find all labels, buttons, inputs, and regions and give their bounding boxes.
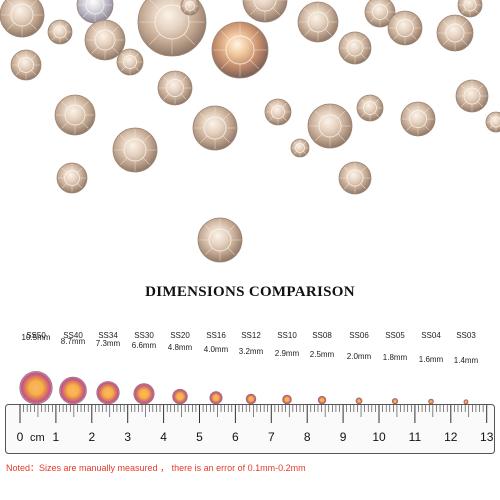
size-mm-ss06: 2.0mm (346, 352, 372, 361)
rhinestone (264, 98, 292, 126)
rhinestone-ss06 (355, 397, 363, 405)
rhinestone (356, 94, 384, 122)
rhinestone (0, 0, 45, 38)
ruler-unit-label: cm (30, 432, 45, 444)
rhinestone (54, 94, 96, 136)
rhinestone (455, 79, 489, 113)
rhinestone (242, 0, 288, 23)
ruler-number-12: 12 (444, 430, 458, 444)
dimensions-comparison-title: DIMENSIONS COMPARISON (145, 284, 355, 300)
size-mm-ss34: 7.3mm (95, 339, 121, 348)
rhinestone (211, 21, 269, 79)
size-mm-ss12: 3.2mm (238, 347, 264, 356)
size-code-ss50: SS50 (26, 331, 46, 340)
rhinestone-ss16 (209, 391, 223, 405)
rhinestone-cluster (0, 0, 500, 263)
size-code-ss40: SS40 (63, 331, 83, 340)
rhinestone (297, 1, 339, 43)
rhinestone-ss20 (172, 388, 188, 405)
rhinestone (197, 217, 243, 263)
ruler-number-2: 2 (88, 430, 95, 444)
size-code-ss04: SS04 (421, 331, 441, 340)
size-code-ss34: SS34 (98, 331, 118, 340)
ruler-number-9: 9 (340, 430, 347, 444)
rhinestone (76, 0, 114, 24)
rhinestone (112, 127, 158, 173)
rhinestone (180, 0, 200, 16)
size-mm-ss05: 1.8mm (382, 353, 408, 362)
size-code-ss05: SS05 (385, 331, 405, 340)
rhinestones-photo (0, 0, 500, 263)
size-mm-ss50: 10.5mm (21, 333, 51, 342)
ruler-number-11: 11 (409, 430, 422, 444)
size-mm-ss10: 2.9mm (274, 349, 300, 358)
rhinestone (290, 138, 310, 158)
rhinestone-size-row (19, 371, 469, 405)
rhinestone (47, 19, 73, 45)
rhinestone (192, 105, 238, 151)
rhinestone (364, 0, 396, 28)
ruler-number-4: 4 (160, 430, 167, 444)
measurement-note: Noted：Sizes are manually measured ， ther… (6, 463, 306, 473)
size-code-ss30: SS30 (134, 331, 154, 340)
size-mm-ss30: 6.6mm (131, 341, 157, 350)
size-code-ss10: SS10 (277, 331, 297, 340)
size-code-ss20: SS20 (170, 331, 190, 340)
ruler-number-8: 8 (304, 430, 311, 444)
rhinestone-ss34 (96, 381, 120, 405)
rhinestone (10, 49, 42, 81)
size-mm-ss03: 1.4mm (453, 356, 479, 365)
rhinestone (116, 48, 144, 76)
size-code-ss12: SS12 (241, 331, 261, 340)
rhinestone (457, 0, 483, 18)
ruler-number-5: 5 (196, 430, 203, 444)
size-code-ss16: SS16 (206, 331, 226, 340)
rhinestone (436, 14, 474, 52)
rhinestone (338, 161, 372, 195)
rhinestone-ss50 (19, 371, 53, 405)
rhinestone (387, 10, 423, 46)
rhinestone-ss12 (245, 393, 257, 405)
rhinestone (400, 101, 436, 137)
ruler-number-3: 3 (124, 430, 131, 444)
size-code-ss06: SS06 (349, 331, 369, 340)
ruler-number-7: 7 (268, 430, 275, 444)
rhinestone-ss04 (428, 398, 434, 405)
rhinestone (338, 31, 372, 65)
ruler-number-0: 0 (17, 430, 24, 444)
rhinestone (485, 111, 500, 133)
rhinestone (307, 103, 353, 149)
rhinestone (84, 19, 126, 61)
rhinestone-ss10 (282, 394, 292, 405)
size-mm-ss20: 4.8mm (167, 343, 193, 352)
size-mm-ss08: 2.5mm (309, 350, 335, 359)
rhinestone-ss40 (59, 376, 87, 405)
rhinestone (157, 70, 193, 106)
size-code-ss08: SS08 (312, 331, 332, 340)
rhinestone (56, 162, 88, 194)
ruler-number-6: 6 (232, 430, 239, 444)
rhinestone-ss08 (317, 395, 327, 405)
ruler-number-10: 10 (372, 430, 386, 444)
size-mm-ss16: 4.0mm (203, 345, 229, 354)
size-mm-ss40: 8.7mm (60, 337, 86, 346)
ruler-number-1: 1 (53, 430, 60, 444)
size-mm-ss04: 1.6mm (418, 355, 444, 364)
rhinestone-ss05 (391, 398, 399, 405)
rhinestone-ss03 (463, 399, 469, 405)
rhinestone-ss30 (133, 383, 155, 405)
size-code-ss03: SS03 (456, 331, 476, 340)
ruler-number-13: 13 (480, 430, 494, 444)
